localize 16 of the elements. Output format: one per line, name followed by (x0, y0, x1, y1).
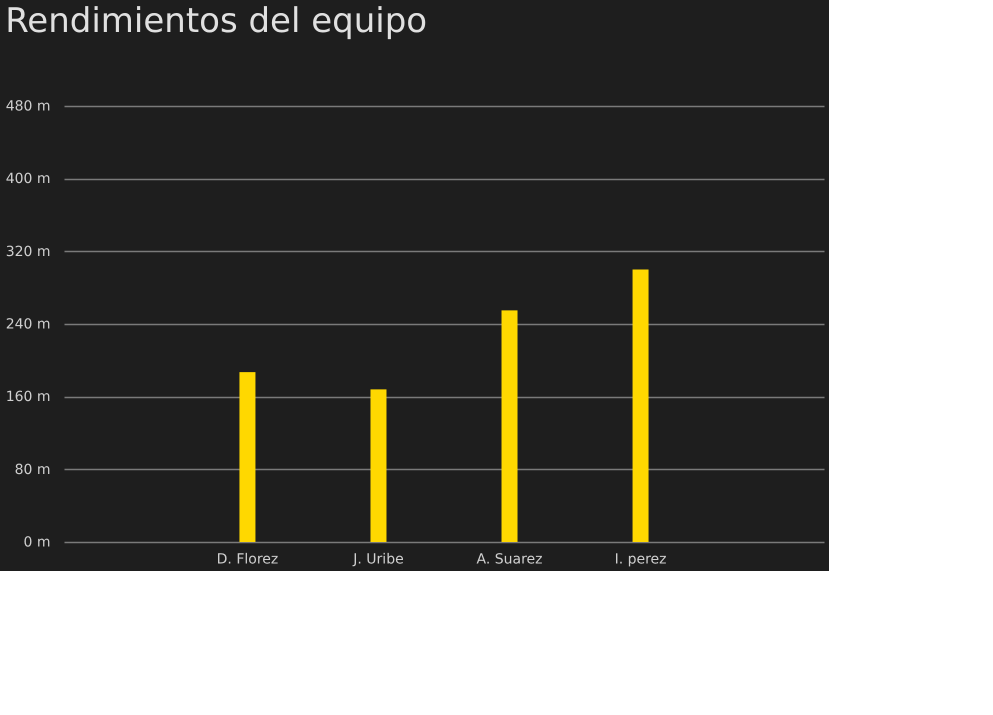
bar (502, 310, 518, 542)
y-tick-label: 320 m (6, 244, 50, 260)
y-tick-label: 80 m (14, 462, 50, 478)
bar (632, 270, 649, 542)
y-tick-label: 240 m (6, 316, 50, 332)
y-tick-label: 160 m (6, 389, 50, 406)
bar (370, 389, 386, 542)
x-tick-label: J. Uribe (352, 552, 404, 568)
x-tick-label: A. Suarez (476, 552, 543, 568)
bar (239, 372, 256, 542)
y-tick-label: 0 m (24, 534, 50, 550)
chart-title: Rendimientos del equipo (5, 1, 428, 41)
y-tick-label: 400 m (6, 171, 50, 188)
x-tick-label: D. Florez (216, 552, 278, 568)
x-tick-label: I. perez (614, 552, 667, 568)
y-tick-label: 480 m (6, 98, 50, 114)
